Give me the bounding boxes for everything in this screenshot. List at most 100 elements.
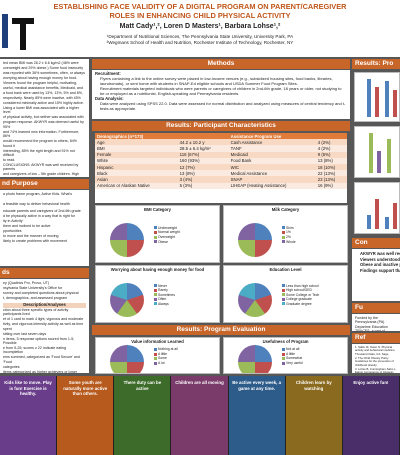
table-cell: SNAP <box>228 176 316 183</box>
legend: Not at all A little Somewhat Very useful <box>282 347 303 365</box>
table-cell: 116 (67%) <box>177 151 229 158</box>
chart-title: Milk Category <box>271 207 300 212</box>
table-row: American or Alaskan Native 5 (3%) LIHEAP (… <box>95 182 347 189</box>
legend-label: Somewhat <box>286 356 303 361</box>
pie <box>238 344 272 373</box>
legend-entry: Some <box>154 356 178 361</box>
legend-swatch <box>154 297 157 301</box>
text-line <box>3 197 86 201</box>
text-line: sitting over last seven days <box>3 331 47 336</box>
bar <box>393 90 397 117</box>
pie <box>110 283 144 317</box>
table-cell: 4 (2%) <box>315 139 347 146</box>
table-cell: Age <box>95 139 178 146</box>
legend-entry: Less than high school <box>282 284 319 289</box>
bar <box>393 203 397 229</box>
table-cell: 23 (13%) <box>315 176 347 183</box>
legend-label: Skim <box>286 225 294 230</box>
chart-panel: BMI Category Underweight Normal weight Over… <box>95 205 220 263</box>
chart-panel: Usefulness of Program Not at all A little S… <box>223 337 348 374</box>
text-line: tivity, and vigorous intensity activity … <box>3 322 84 331</box>
text-line: survey and completed questions about phy… <box>3 291 79 295</box>
bar <box>367 79 371 117</box>
bar <box>387 139 391 173</box>
legend-swatch <box>282 235 285 239</box>
characteristics-table-wrap: Demographics (n=173) Assistance Program U… <box>95 133 347 203</box>
text-line: program response. AKWYR was deemed usefu… <box>3 120 84 129</box>
photo-strip: Kids like to move. Play is fun! Exercise… <box>0 376 400 455</box>
photo-caption: Be active every week, a game at any time… <box>228 376 286 455</box>
chart-panel: Education Level Less than high school High… <box>223 265 348 323</box>
text-line: a food bank were used by 13%, 13%, 5% an… <box>3 91 83 95</box>
section-heading: Ref <box>352 333 400 343</box>
chart-panel: Milk Category Skim 1% 2% Whole <box>223 205 348 263</box>
text-line: them and inclined to be active <box>3 224 51 228</box>
table-cell: Hispanic <box>95 163 178 171</box>
text-line: and caregivers of low – 5th grade childr… <box>3 172 80 177</box>
text-line: et of 1 card to mark 4 light, vigorous a… <box>3 317 84 322</box>
legend-entry: Sometimes <box>154 293 175 298</box>
table-header: Demographics (n=173) <box>95 133 229 140</box>
table-cell: 22 (13%) <box>315 170 347 177</box>
table-cell: 5 (3%) <box>177 182 229 189</box>
table-cell: Medical Assistance <box>228 170 316 177</box>
section-heading: Results: Participant Characteristics <box>92 121 350 131</box>
table-cell: 3 (4%) <box>177 176 229 183</box>
table-row: BMI 28.5 ± 6.4 kg/m² TANF 4 (2%) <box>95 145 347 152</box>
legend-swatch <box>154 357 157 361</box>
legend-swatch <box>282 240 285 244</box>
legend-entry: A little <box>154 352 178 357</box>
subheading: Recruitment: <box>95 71 121 76</box>
table-cell: BMI <box>95 145 178 152</box>
legend-swatch <box>282 226 285 230</box>
text-line: Data were analyzed using SPSS 22.0. Data… <box>100 101 347 112</box>
legend-entry: A little <box>282 352 303 357</box>
table-title: Description/Analyses <box>3 302 86 308</box>
text-line: Viewers understood the progra interestin… <box>360 257 400 262</box>
table-cell: 18 (10%) <box>315 163 347 171</box>
legend-entry: Graduate degree <box>282 302 319 307</box>
text-line: educate parents and caregivers of 2nd-6t… <box>3 209 81 213</box>
legend-entry: Never <box>154 284 175 289</box>
table-cell: WIC <box>228 163 316 171</box>
legend-entry: Always <box>154 302 175 307</box>
text-line: 1. Sallis JF, Owen N. Physical activity … <box>355 345 396 356</box>
subheading: Data Analysis: <box>95 96 124 102</box>
text-line: useful, medical assistance benefits, Med… <box>3 86 83 90</box>
legend-swatch <box>282 288 285 292</box>
table-cell: Asian <box>95 176 178 183</box>
table-cell: American or Alaskan Native <box>95 182 178 189</box>
chart-panel: Worrying about having enough money for f… <box>95 265 220 323</box>
table-cell: Cash Assistance <box>228 139 316 146</box>
table-cell: TANF <box>228 145 316 152</box>
legend-swatch <box>282 297 285 301</box>
text-line: likely to create problems with movement <box>3 239 67 243</box>
table-row: White 160 (93%) Food Bank 13 (8%) <box>95 157 347 164</box>
legend: Skim 1% 2% Whole <box>282 226 296 244</box>
legend-swatch <box>154 347 157 351</box>
text-line: ction about three specific types of acti… <box>3 307 69 317</box>
text-line: ey (Qualtrics Pro, Provo, UT) <box>3 281 50 285</box>
text-line: n items, 5 response options scored from … <box>3 336 75 346</box>
title-line: ROLES IN ENHANCING CHILD PHYSICAL ACTIVI… <box>109 11 291 20</box>
header: ESTABLISHING FACE VALIDITY OF A DIGITAL … <box>0 0 400 57</box>
text-line: a feasible way to deliver behavioral hea… <box>3 201 70 206</box>
text-line: Flyers containing a link to the online s… <box>100 76 347 87</box>
result-chart <box>354 126 400 178</box>
legend-entry: Very useful <box>282 361 303 366</box>
table-cell: Black <box>95 170 178 177</box>
authors: Matt Cady¹,², Loren D Masters¹, Barbara … <box>119 23 281 30</box>
table-row: Female 116 (67%) Medicaid 9 (5%) <box>95 151 347 158</box>
text-line: Findings support that dissemination <box>360 268 400 273</box>
text-line: e from 5-25; scores ≥ 22 indicate eating… <box>3 346 67 355</box>
abstract-panel: ted mean BMI was 28.2 ± 6.6 kg/m2 (46% w… <box>0 59 89 177</box>
text-line: ted mean BMI was 28.2 ± 6.6 kg/m2 (46% w… <box>3 61 79 65</box>
legend-label: Often <box>158 297 167 302</box>
legend-label: Obese <box>158 239 168 244</box>
table-row: Black 13 (8%) Medical Assistance 22 (13%) <box>95 170 347 177</box>
text-line: considered minimally active and 15% high… <box>3 101 84 105</box>
bar <box>385 81 389 117</box>
section-heading: Results: Program Evaluation <box>92 325 350 335</box>
legend-swatch <box>282 352 285 356</box>
table-cell: 4 (2%) <box>315 145 347 152</box>
